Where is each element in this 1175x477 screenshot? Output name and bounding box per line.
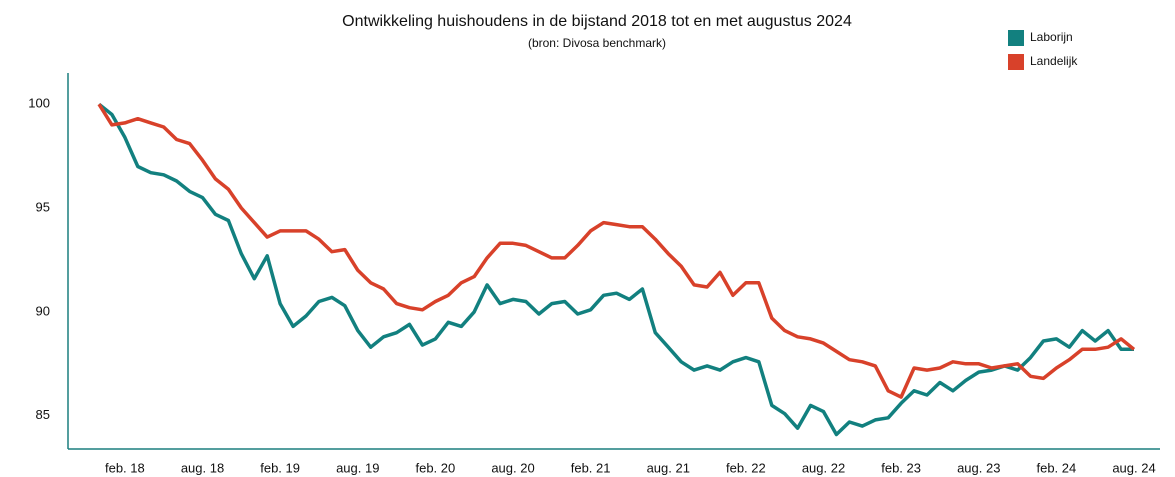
x-tick-label: feb. 21 xyxy=(571,460,611,475)
y-tick-label: 90 xyxy=(36,303,50,318)
x-tick-label: aug. 22 xyxy=(802,460,845,475)
chart-title: Ontwikkeling huishoudens in de bijstand … xyxy=(342,13,852,30)
x-tick-label: aug. 18 xyxy=(181,460,224,475)
x-tick-label: aug. 19 xyxy=(336,460,379,475)
line-series xyxy=(97,102,1134,437)
x-tick-label: feb. 24 xyxy=(1036,460,1076,475)
chart-subtitle: (bron: Divosa benchmark) xyxy=(528,36,666,50)
x-tick-label: feb. 20 xyxy=(415,460,455,475)
y-tick-label: 85 xyxy=(36,407,50,422)
x-tick-label: feb. 19 xyxy=(260,460,300,475)
legend-swatch xyxy=(1008,54,1024,70)
legend-label: Landelijk xyxy=(1030,54,1078,68)
y-tick-label: 95 xyxy=(36,199,50,214)
legend-swatch xyxy=(1008,30,1024,46)
x-tick-label: aug. 24 xyxy=(1112,460,1155,475)
x-tick-label: aug. 20 xyxy=(491,460,534,475)
x-tick-label: feb. 22 xyxy=(726,460,766,475)
x-tick-label: feb. 18 xyxy=(105,460,145,475)
x-tick-label: aug. 23 xyxy=(957,460,1000,475)
x-tick-label: aug. 21 xyxy=(647,460,690,475)
legend-label: Laborijn xyxy=(1030,30,1073,44)
line-series xyxy=(97,103,1136,399)
x-tick-label: feb. 23 xyxy=(881,460,921,475)
y-tick-label: 100 xyxy=(28,96,50,111)
